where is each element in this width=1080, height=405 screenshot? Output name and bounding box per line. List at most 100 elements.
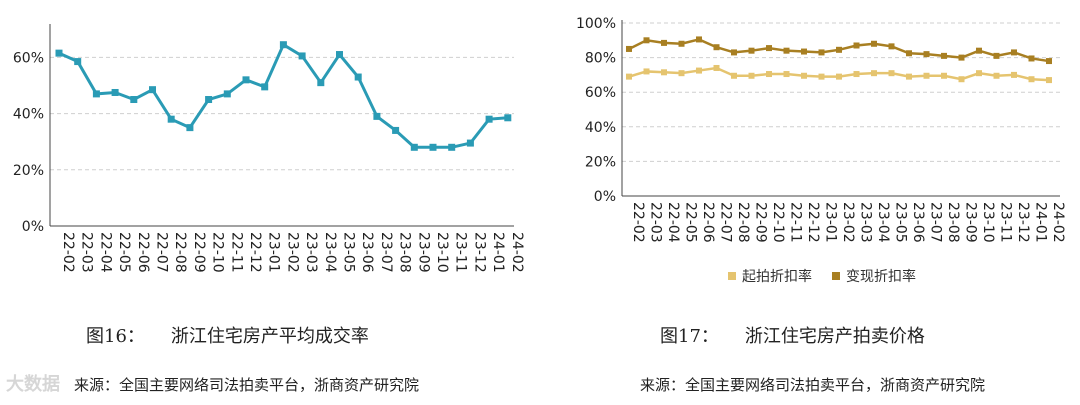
- right-series-0-point: [626, 73, 632, 80]
- right-x-tick-label: 22-04: [665, 202, 681, 243]
- right-series-1-point: [766, 45, 772, 52]
- left-series-0-point: [336, 51, 343, 59]
- right-series-0-point: [871, 70, 877, 77]
- left-x-tick-label: 23-09: [415, 232, 431, 273]
- right-series-1-point: [958, 54, 965, 61]
- right-x-tick-label: 23-04: [875, 202, 891, 243]
- right-series-1-point: [906, 50, 912, 57]
- left-series-0-point: [504, 114, 512, 122]
- legend-item-realize-discount: 变现折扣率: [832, 266, 916, 286]
- left-x-tick-label: 23-08: [397, 232, 413, 273]
- right-x-tick-label: 23-10: [980, 202, 996, 243]
- right-series-0-point: [1011, 71, 1017, 78]
- right-y-tick-label: 80%: [585, 51, 616, 67]
- right-series-0-point: [1046, 77, 1052, 84]
- left-series-0-point: [92, 90, 100, 98]
- right-series-0-point: [836, 73, 842, 80]
- legend-label-start: 起拍折扣率: [742, 269, 812, 285]
- right-figure-caption: 图17： 浙江住宅房产拍卖价格: [660, 322, 925, 348]
- right-x-tick-label: 22-12: [805, 202, 821, 243]
- left-series-0-point: [429, 143, 437, 151]
- right-x-tick-label: 22-11: [788, 202, 804, 243]
- left-series-0-point: [485, 115, 493, 123]
- right-series-0-point: [731, 72, 737, 79]
- right-series-0-point: [888, 70, 895, 77]
- left-series-0-point: [111, 88, 119, 96]
- right-series-1-point: [976, 47, 982, 54]
- left-x-tick-label: 24-02: [509, 232, 525, 273]
- right-chart-svg: 0%20%40%60%80%100%22-02 22-03 22-04 22-05 22…: [576, 16, 1066, 243]
- right-series-0-point: [678, 70, 685, 77]
- right-x-tick-label: 23-01: [823, 202, 839, 243]
- right-x-tick-label: 22-09: [753, 202, 769, 243]
- left-caption-number: 图16：: [86, 326, 145, 347]
- left-series-0-point: [279, 41, 287, 49]
- right-series-1-point: [1028, 55, 1035, 62]
- left-series-0-point: [242, 76, 250, 84]
- right-caption-title: 浙江住宅房产拍卖价格: [744, 326, 925, 347]
- left-x-tick-label: 22-12: [247, 232, 263, 273]
- left-x-tick-label: 23-04: [322, 232, 338, 273]
- right-series-1-point: [836, 46, 842, 53]
- right-series-1-point: [748, 47, 755, 54]
- right-series-1-point: [818, 49, 825, 56]
- right-y-tick-label: 40%: [585, 120, 616, 136]
- right-y-tick-label: 100%: [576, 16, 616, 32]
- left-chart-panel: 0% 20% 40% 60% 22-02 22-03 22-04 22-05 22-06 22-0…: [6, 24, 525, 395]
- right-series-0-point: [801, 72, 807, 79]
- right-series-0-point: [748, 72, 755, 79]
- right-x-tick-label: 23-12: [1015, 202, 1031, 243]
- left-x-tick-label: 23-10: [434, 232, 450, 273]
- right-x-tick-label: 23-07: [928, 202, 944, 243]
- right-series-1-point: [923, 51, 930, 58]
- left-series-line-0: [58, 42, 508, 149]
- left-y-tick-label: 60%: [13, 50, 44, 66]
- right-series-1-point: [643, 37, 650, 44]
- left-series-0-point: [298, 52, 306, 60]
- right-series-1-point: [1011, 49, 1017, 56]
- left-x-tick-label: 23-05: [341, 232, 357, 273]
- left-series-0-point: [130, 96, 138, 104]
- right-x-tick-label: 22-10: [770, 202, 786, 243]
- left-x-tick-label: 22-02: [60, 232, 76, 273]
- left-figure-caption: 图16： 浙江住宅房产平均成交率: [86, 322, 369, 348]
- left-x-tick-label: 23-03: [303, 232, 319, 273]
- right-caption-number: 图17：: [660, 326, 719, 347]
- left-series-0-point: [392, 126, 400, 134]
- right-series-0-point: [993, 72, 1000, 79]
- left-source-note: 来源：全国主要网络司法拍卖平台，浙商资产研究院: [74, 376, 420, 394]
- left-series-0-point: [410, 143, 418, 151]
- right-series-1-point: [871, 40, 877, 47]
- left-x-tick-label: 24-01: [490, 232, 506, 273]
- right-x-tick-label: 22-02: [630, 202, 646, 243]
- right-series-0-point: [976, 70, 982, 77]
- right-series-1-point: [678, 40, 685, 47]
- right-series-0-point: [766, 71, 772, 78]
- left-x-tick-label: 22-07: [154, 232, 170, 273]
- left-chart-svg: 0%20%40%60%22-02 22-03 22-04 22-05 22-06 22-0…: [13, 24, 525, 273]
- right-series-0-point: [923, 72, 930, 79]
- right-series-0-point: [643, 68, 650, 75]
- right-x-tick-label: 22-06: [700, 202, 716, 243]
- left-y-tick-label: 0%: [22, 219, 44, 235]
- left-x-tick-label: 23-12: [471, 232, 487, 273]
- left-series-0-point: [149, 86, 156, 94]
- right-x-tick-label: 22-05: [683, 202, 699, 243]
- right-x-tick-label: 23-02: [840, 202, 856, 243]
- right-source-note: 来源：全国主要网络司法拍卖平台，浙商资产研究院: [640, 376, 986, 394]
- right-series-1-point: [1046, 58, 1052, 65]
- left-y-tick-label: 40%: [13, 107, 44, 123]
- right-x-tick-label: 23-11: [998, 202, 1014, 243]
- right-x-tick-label: 23-06: [910, 202, 926, 243]
- legend-item-start-discount: 起拍折扣率: [728, 266, 812, 286]
- right-series-0-point: [783, 71, 790, 78]
- right-series-0-point: [853, 71, 860, 78]
- left-x-tick-label: 22-06: [135, 232, 151, 273]
- right-legend: 起拍折扣率 变现折扣率: [728, 266, 936, 286]
- right-series-1-point: [801, 48, 807, 55]
- legend-label-realize: 变现折扣率: [846, 269, 916, 285]
- left-y-tick-label: 20%: [13, 163, 44, 179]
- left-x-tick-label: 23-07: [378, 232, 394, 273]
- right-x-tick-label: 23-05: [893, 202, 909, 243]
- left-series-0-point: [223, 90, 231, 98]
